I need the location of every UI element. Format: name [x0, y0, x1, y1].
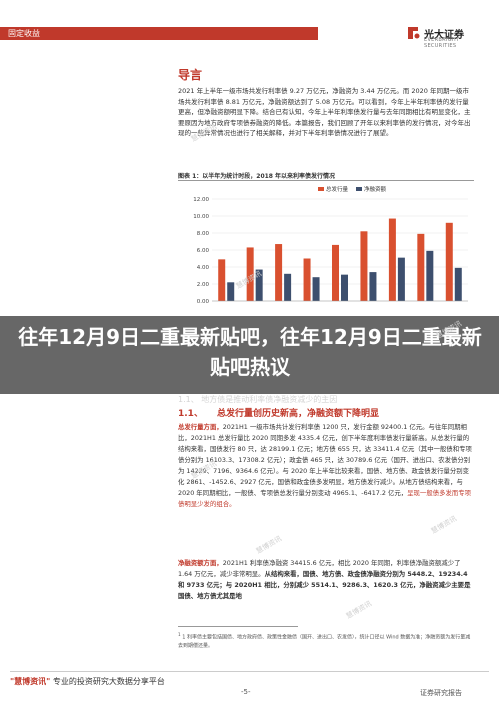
footer-rule: [10, 671, 489, 672]
paragraph-issuance-highlight: 呈现一般债多发而专项债明显少发的组合。: [178, 489, 472, 508]
footer-brand-name: "慧博资讯": [10, 677, 51, 686]
legend-swatch: [356, 187, 362, 191]
footer-brand-text: 专业的投资研究大数据分享平台: [52, 677, 165, 686]
section-label: 固定收益: [8, 29, 40, 38]
footnote-number: 1: [178, 632, 181, 637]
bar-total-issuance: [445, 222, 453, 301]
y-tick-label: 4.00: [197, 265, 210, 271]
watermark-text: 慧博资讯: [429, 514, 459, 536]
watermark-text: 慧博资讯: [344, 599, 374, 621]
paragraph-issuance-text: 2021H1 一级市场共计发行利率债 1200 只，发行金额 92400.1 亿…: [178, 423, 472, 497]
bar-net-financing: [426, 250, 434, 301]
footnote-text: 1 利率债主要包括国债、地方政府债、政策性金融债（国开、进出口、农发债），统计口…: [178, 634, 471, 649]
paragraph-net-lead: 净融资额方面，: [178, 559, 223, 567]
legend-label: 净融资额: [364, 185, 387, 193]
y-tick-label: 8.00: [197, 231, 210, 237]
bar-net-financing: [312, 277, 320, 301]
section-strip: 固定收益: [0, 27, 318, 40]
brand-logo: 光大证券 EVERBRIGHT SECURITIES: [406, 24, 486, 49]
y-tick-label: 0.00: [197, 299, 210, 305]
subsection-number: 1.1、: [178, 409, 203, 419]
y-tick-label: 12.00: [193, 197, 209, 203]
paragraph-issuance-lead: 总发行量方面，: [178, 423, 223, 431]
paragraph-net-text: 2021H1 利率债净融资 34415.6 亿元，相比 2020 年同期，利率债…: [178, 559, 461, 578]
y-tick-label: 2.00: [197, 282, 210, 288]
bar-net-financing: [454, 267, 462, 301]
subsection-title: 总发行量创历史新高，净融资额下降明显: [216, 409, 379, 419]
subsection-heading: 1.1、 总发行量创历史新高，净融资额下降明显: [178, 406, 474, 419]
paragraph-net-financing: 净融资额方面，2021H1 利率债净融资 34415.6 亿元，相比 2020 …: [178, 558, 474, 602]
paragraph-net-bold: 从结构来看，国债、地方债、政金债净融资分别为 5448.2、19234.4 和 …: [178, 570, 471, 600]
bar-total-issuance: [275, 244, 283, 301]
paragraph-issuance: 总发行量方面，2021H1 一级市场共计发行利率债 1200 只，发行金额 92…: [178, 422, 474, 510]
figure-caption: 图表 1：以半年为统计时段，2018 年以来利率债发行情况: [178, 173, 336, 180]
bar-net-financing: [341, 274, 348, 301]
bar-total-issuance: [332, 244, 339, 301]
bar-total-issuance: [218, 259, 226, 301]
watermark-text: 慧博资讯: [254, 534, 284, 556]
legend-swatch: [318, 187, 324, 191]
figure-rule: [178, 180, 474, 181]
bar-total-issuance: [417, 233, 425, 301]
bar-net-financing: [397, 257, 405, 301]
intro-paragraph: 2021 年上半年一级市场共发行利率债 9.27 万亿元，净融资为 3.44 万…: [178, 87, 471, 138]
page-footer: [0, 676, 499, 706]
bar-net-financing: [369, 272, 377, 301]
bar-net-financing: [284, 273, 292, 301]
ghost-heading: 1.1、 地方债是推动利率债净融资减少的主因: [178, 395, 338, 404]
issuance-bar-chart: 0.00 2.00 4.00 6.00 8.00 10.00 12.00 总发行量 净融资额: [193, 185, 468, 305]
bar-total-issuance: [246, 247, 254, 301]
bar-net-financing: [255, 269, 263, 301]
footnote-rule: [178, 626, 298, 627]
bar-total-issuance: [388, 218, 396, 301]
intro-title: 导言: [178, 68, 203, 82]
legend-label: 总发行量: [326, 185, 349, 193]
bar-net-financing: [227, 282, 235, 301]
footer-right-label: 证券研究报告: [420, 689, 462, 697]
footer-brand: "慧博资讯" 专业的投资研究大数据分享平台: [10, 676, 165, 687]
brand-sub: EVERBRIGHT SECURITIES: [424, 37, 460, 49]
page-number: -5-: [241, 688, 251, 696]
bar-total-issuance: [303, 258, 311, 301]
brand-logo-icon: [408, 27, 420, 39]
y-tick-label: 6.00: [197, 248, 210, 254]
overlay-band: [0, 316, 499, 394]
bar-total-issuance: [360, 231, 368, 301]
y-tick-label: 10.00: [193, 214, 209, 220]
brand-name: 光大证券: [424, 30, 464, 41]
footnote: 1 1 利率债主要包括国债、地方政府债、政策性金融债（国开、进出口、农发债），统…: [178, 631, 474, 650]
overlay-title: 往年12月9日二重最新贴吧，往年12月9日二重最新贴吧热议: [18, 325, 482, 379]
